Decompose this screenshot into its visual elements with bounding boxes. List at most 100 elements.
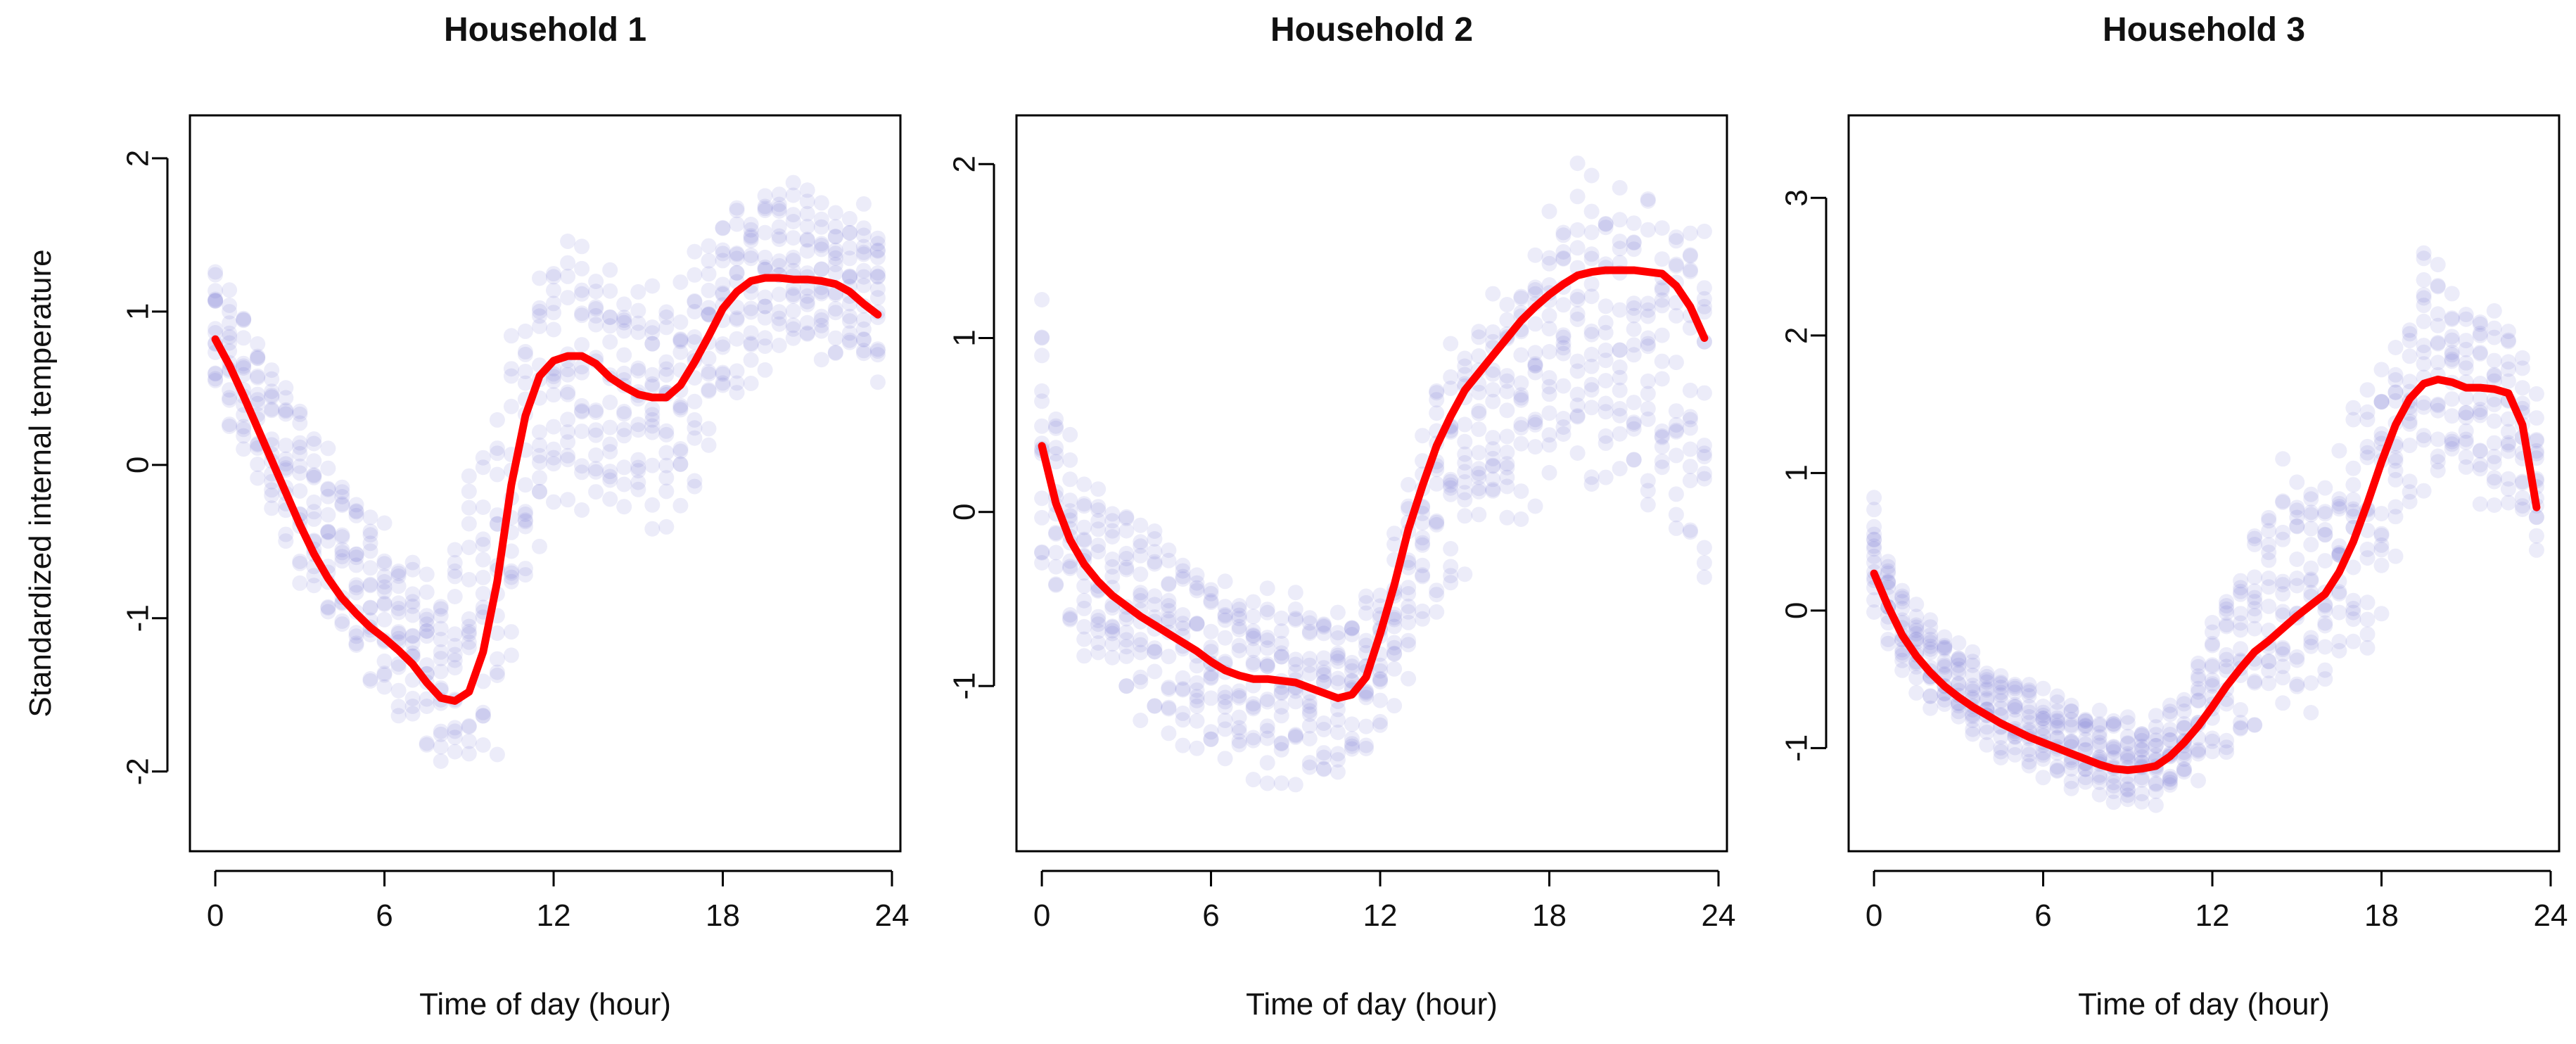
data-point <box>1527 412 1543 428</box>
data-point <box>2303 571 2319 587</box>
data-point <box>334 549 350 565</box>
data-point <box>1175 682 1191 698</box>
data-point <box>869 265 886 281</box>
data-point <box>2486 497 2502 513</box>
data-point <box>1654 353 1670 369</box>
data-point <box>1161 611 1177 627</box>
data-point <box>2500 333 2516 350</box>
data-point <box>1866 526 1882 542</box>
data-point <box>222 382 238 398</box>
data-point <box>757 298 773 314</box>
data-point <box>208 293 224 309</box>
data-point <box>1668 424 1684 440</box>
data-point <box>2289 474 2305 490</box>
data-point <box>2176 761 2192 777</box>
data-point <box>1189 658 1205 674</box>
data-point <box>236 421 252 438</box>
data-point <box>2077 718 2093 733</box>
data-point <box>1583 469 1600 485</box>
data-point <box>2472 316 2488 332</box>
y-tick-label: -1 <box>121 604 155 632</box>
data-point <box>1048 559 1064 575</box>
data-point <box>2359 450 2376 466</box>
data-point <box>1161 649 1177 665</box>
data-point <box>2444 436 2460 452</box>
x-tick-label: 12 <box>2195 898 2230 933</box>
data-point <box>1979 719 1995 735</box>
data-point <box>503 573 519 590</box>
data-point <box>1189 616 1205 631</box>
data-point <box>2402 322 2418 338</box>
data-point <box>2119 715 2136 731</box>
data-point <box>1457 474 1473 490</box>
data-point <box>546 305 561 321</box>
data-point <box>1203 623 1219 639</box>
data-point <box>1951 651 1967 667</box>
data-point <box>2359 626 2376 642</box>
data-point <box>1626 421 1642 437</box>
data-point <box>208 283 224 299</box>
data-point <box>813 261 829 277</box>
data-point <box>2416 338 2432 354</box>
data-point <box>320 488 336 504</box>
data-point <box>2261 537 2277 553</box>
data-point <box>2345 501 2361 517</box>
data-point <box>2303 491 2319 507</box>
data-point <box>1034 555 1050 571</box>
data-point <box>2247 583 2263 599</box>
data-point <box>2373 528 2390 544</box>
data-point <box>827 330 843 346</box>
data-point <box>2191 746 2206 762</box>
data-point <box>2191 655 2206 671</box>
data-point <box>616 312 632 329</box>
data-point <box>1598 428 1614 444</box>
data-point <box>1965 683 1981 699</box>
data-point <box>250 386 266 402</box>
data-point <box>1598 342 1614 358</box>
data-point <box>1175 737 1191 753</box>
data-point <box>2219 651 2235 668</box>
data-point <box>1330 604 1346 620</box>
data-point <box>729 216 745 232</box>
data-point <box>1485 393 1501 409</box>
data-point <box>1147 644 1163 660</box>
data-point <box>222 335 238 351</box>
data-point <box>2430 396 2446 412</box>
data-point <box>2486 329 2502 345</box>
data-point <box>2317 598 2333 614</box>
data-point <box>2444 344 2460 360</box>
data-point <box>2317 618 2333 634</box>
data-point <box>1993 740 2009 756</box>
data-point <box>644 497 661 513</box>
data-point <box>2416 250 2432 267</box>
data-point <box>588 299 604 315</box>
data-point <box>1640 473 1656 489</box>
data-point <box>1499 312 1515 328</box>
data-point <box>208 366 224 382</box>
data-point <box>1471 329 1487 345</box>
data-point <box>602 472 618 488</box>
data-point <box>2486 396 2502 412</box>
data-point <box>1245 732 1261 749</box>
data-point <box>1415 515 1431 531</box>
data-point <box>2289 499 2305 516</box>
data-point <box>1612 342 1628 358</box>
data-point <box>2063 780 2079 796</box>
data-point <box>1048 420 1064 436</box>
data-point <box>729 203 745 219</box>
data-point <box>1937 641 1953 657</box>
data-point <box>2162 706 2178 722</box>
data-point <box>1429 405 1445 421</box>
data-point <box>757 198 773 215</box>
data-point <box>1485 457 1501 473</box>
data-point <box>334 529 350 545</box>
data-point <box>1569 353 1586 369</box>
data-point <box>1485 450 1501 466</box>
data-point <box>1457 446 1473 462</box>
data-point <box>1062 452 1078 468</box>
data-point <box>729 246 745 262</box>
data-point <box>419 566 435 583</box>
data-point <box>1273 635 1289 651</box>
data-point <box>1358 588 1374 604</box>
data-point <box>1555 345 1571 362</box>
